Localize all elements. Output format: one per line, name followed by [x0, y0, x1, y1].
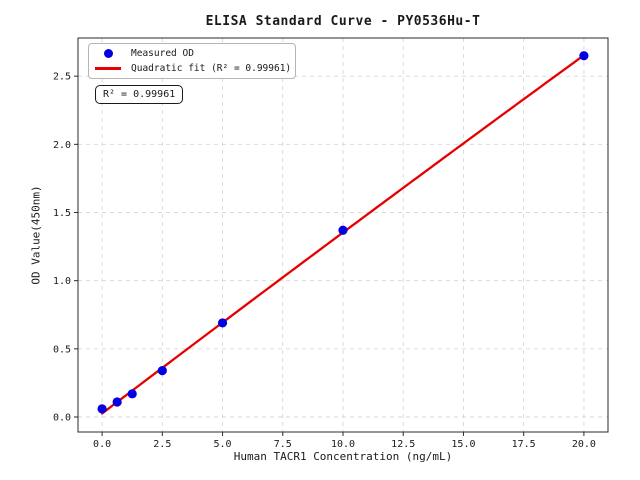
legend-label-quadratic-fit: Quadratic fit (R² = 0.99961) [131, 63, 292, 74]
x-tick-label: 17.5 [512, 439, 536, 450]
data-point [127, 389, 137, 399]
y-tick-label: 2.0 [53, 140, 71, 151]
y-tick-label: 2.5 [53, 72, 71, 83]
x-tick-label: 20.0 [572, 439, 596, 450]
x-tick-label: 12.5 [391, 439, 415, 450]
x-tick-label: 7.5 [274, 439, 292, 450]
y-tick-label: 0.0 [53, 413, 71, 424]
legend: Measured OD Quadratic fit (R² = 0.99961) [88, 43, 296, 79]
data-point [157, 366, 167, 376]
x-tick-label: 0.0 [93, 439, 111, 450]
x-axis-label: Human TACR1 Concentration (ng/mL) [233, 450, 453, 463]
data-point [112, 397, 122, 407]
data-point [217, 318, 228, 328]
y-tick-label: 0.5 [53, 344, 71, 355]
x-tick-label: 5.0 [214, 439, 232, 450]
legend-entry-measured-od: Measured OD [93, 46, 291, 61]
legend-entry-quadratic-fit: Quadratic fit (R² = 0.99961) [93, 61, 291, 76]
y-tick-label: 1.5 [53, 208, 71, 219]
data-point [579, 51, 589, 61]
legend-label-measured-od: Measured OD [131, 48, 194, 59]
data-point [97, 404, 107, 414]
x-tick-label: 15.0 [451, 439, 475, 450]
y-tick-label: 1.0 [53, 276, 71, 287]
legend-handle [93, 49, 123, 58]
scatter-marker-icon [103, 49, 113, 58]
x-tick-label: 10.0 [331, 439, 355, 450]
y-axis-label: OD Value(450nm) [29, 185, 43, 285]
x-tick-label: 2.5 [153, 439, 171, 450]
fit-line-marker-icon [95, 67, 121, 70]
data-point [338, 225, 348, 235]
chart-title: ELISA Standard Curve - PY0536Hu-T [205, 14, 481, 29]
r-squared-annotation: R² = 0.99961 [95, 85, 184, 104]
legend-handle [93, 67, 123, 70]
